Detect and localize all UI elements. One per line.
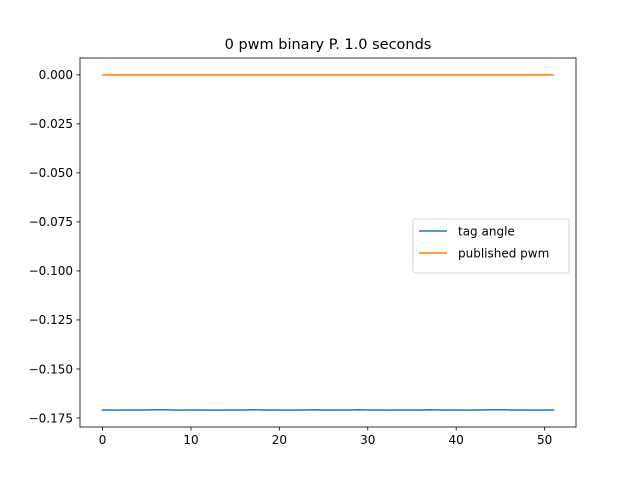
x-tick-label: 10 [183, 433, 198, 447]
y-tick-label: −0.175 [29, 411, 73, 425]
x-tick-label: 20 [272, 433, 287, 447]
chart-title: 0 pwm binary P. 1.0 seconds [225, 37, 432, 53]
x-tick-label: 0 [99, 433, 107, 447]
x-tick-label: 40 [449, 433, 464, 447]
y-tick-label: −0.125 [29, 313, 73, 327]
legend-label-published-pwm: published pwm [458, 246, 549, 260]
y-tick-label: −0.150 [29, 362, 73, 376]
axes-frame [79, 57, 577, 428]
y-tick-label: −0.025 [29, 117, 73, 131]
y-tick-label: −0.100 [29, 264, 73, 278]
y-tick-label: −0.075 [29, 215, 73, 229]
y-tick-label: −0.050 [29, 166, 73, 180]
legend-box [412, 218, 570, 274]
legend: tag angle published pwm [412, 218, 570, 274]
x-tick-label: 30 [360, 433, 375, 447]
x-tick-label: 50 [537, 433, 552, 447]
axis-layer: 0 10 20 30 40 50 0.000 −0.025 −0.050 −0.075 −0.100… [29, 57, 577, 447]
series-layer [101, 74, 555, 411]
y-tick-label: 0.000 [39, 68, 73, 82]
legend-label-tag-angle: tag angle [458, 224, 515, 238]
